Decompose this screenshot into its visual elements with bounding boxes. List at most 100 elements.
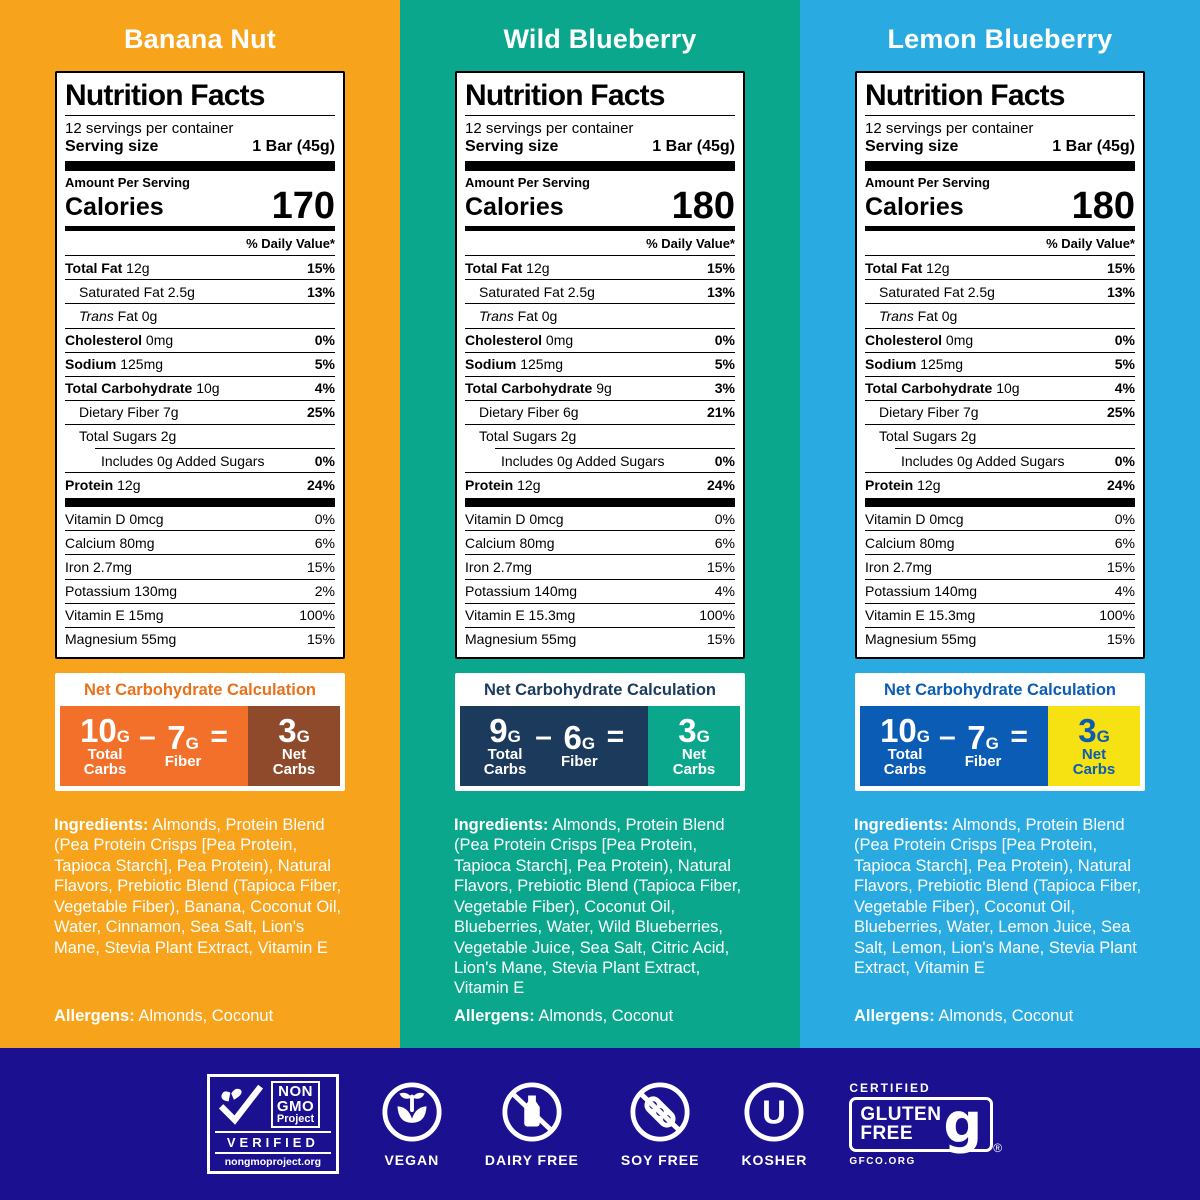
kosher-cert: U KOSHER xyxy=(741,1081,807,1168)
nutrient-row: Total Sugars 2g xyxy=(865,423,1135,448)
nongmo-url: nongmoproject.org xyxy=(214,1152,331,1168)
divider-thick2 xyxy=(465,498,735,507)
flavor-title: Wild Blueberry xyxy=(503,24,697,54)
vitamin-rows: Vitamin D 0mcg 0% Calcium 80mg 6% Iron 2.7mg… xyxy=(465,506,735,651)
allergens: Allergens: Almonds, Coconut xyxy=(854,1007,1146,1026)
vitamin-row: Vitamin D 0mcg 0% xyxy=(465,506,735,530)
nutrient-row: Trans Fat 0g xyxy=(865,303,1135,327)
nutrient-row: Includes 0g Added Sugars 0% xyxy=(895,448,1135,472)
vitamin-row: Calcium 80mg 6% xyxy=(65,530,335,554)
nutrition-facts-label: Nutrition Facts 12 servings per containe… xyxy=(855,71,1145,659)
ingredients-text: Almonds, Protein Blend (Pea Protein Cris… xyxy=(854,815,1142,977)
vitamin-row: Potassium 130mg 2% xyxy=(65,578,335,603)
vitamin-row: Vitamin E 15.3mg 100% xyxy=(865,602,1135,627)
nutrient-row: Dietary Fiber 6g 21% xyxy=(465,399,735,424)
minus-sign: – xyxy=(535,719,552,753)
nutrient-row: Sodium 125mg 5% xyxy=(865,351,1135,376)
vitamin-row: Iron 2.7mg 15% xyxy=(65,554,335,578)
nutrient-row: Total Sugars 2g xyxy=(65,423,335,448)
serving-size-value: 1 Bar (45g) xyxy=(1052,138,1135,155)
daily-value-header: % Daily Value* xyxy=(646,236,735,252)
certified-text: CERTIFIED xyxy=(849,1081,931,1096)
nutrient-row: Protein 12g 24% xyxy=(465,472,735,496)
amount-per-serving: Amount Per Serving xyxy=(465,175,590,190)
serving-size-value: 1 Bar (45g) xyxy=(252,138,335,155)
vitamin-rows: Vitamin D 0mcg 0% Calcium 80mg 6% Iron 2.7mg… xyxy=(65,506,335,651)
ingredients: Ingredients: Almonds, Protein Blend (Pea… xyxy=(454,815,746,999)
nutrient-row: Protein 12g 24% xyxy=(865,472,1135,496)
dairy-free-label: DAIRY FREE xyxy=(484,1151,579,1168)
equals-sign: = xyxy=(606,719,625,753)
vitamin-row: Magnesium 55mg 15% xyxy=(65,626,335,651)
net-carbs-result: 3G Net Carbs xyxy=(1048,705,1140,786)
nutrient-row: Dietary Fiber 7g 25% xyxy=(65,399,335,424)
divider-thick xyxy=(465,161,735,171)
calories-label: Calories xyxy=(65,193,164,222)
kosher-u-icon: U xyxy=(744,1081,804,1142)
vitamin-row: Magnesium 55mg 15% xyxy=(465,626,735,651)
serving-size-label: Serving size xyxy=(865,138,959,155)
nutrient-row: Cholesterol 0mg 0% xyxy=(865,327,1135,352)
ingredients-label: Ingredients: xyxy=(854,815,949,834)
vegan-icon xyxy=(382,1081,442,1142)
nutrient-row: Protein 12g 24% xyxy=(65,472,335,496)
daily-value-header: % Daily Value* xyxy=(246,236,335,252)
net-carb-module: Net Carbohydrate Calculation 9G Total Ca… xyxy=(455,672,745,791)
allergens: Allergens: Almonds, Coconut xyxy=(54,1007,346,1026)
vitamin-row: Vitamin D 0mcg 0% xyxy=(865,506,1135,530)
vitamin-row: Vitamin E 15.3mg 100% xyxy=(465,602,735,627)
serving-size-label: Serving size xyxy=(465,138,559,155)
ingredients-label: Ingredients: xyxy=(454,815,549,834)
nutrient-row: Includes 0g Added Sugars 0% xyxy=(495,448,735,472)
nutrient-row: Total Carbohydrate 10g 4% xyxy=(865,375,1135,400)
ingredients-text: Almonds, Protein Blend (Pea Protein Cris… xyxy=(54,815,342,957)
nutrition-facts-heading: Nutrition Facts xyxy=(865,79,1135,116)
net-carb-equation: 10G Total Carbs – 7G Fiber = 3G Net Carb… xyxy=(60,705,340,786)
ingredients-label: Ingredients: xyxy=(54,815,149,834)
daily-value-header: % Daily Value* xyxy=(1046,236,1135,252)
equals-sign: = xyxy=(210,719,228,753)
calories-row: Calories 180 xyxy=(465,187,735,226)
vitamin-rows: Vitamin D 0mcg 0% Calcium 80mg 6% Iron 2.7mg… xyxy=(865,506,1135,651)
servings-per-container: 12 servings per container xyxy=(65,120,234,137)
verified-text: VERIFIED xyxy=(214,1131,331,1152)
panel-banana-nut: Banana Nut Nutrition Facts 12 servings p… xyxy=(0,0,400,1048)
nutrient-row: Total Fat 12g 15% xyxy=(865,255,1135,279)
equals-sign: = xyxy=(1010,719,1028,753)
amount-per-serving: Amount Per Serving xyxy=(865,175,990,190)
nutrient-row: Trans Fat 0g xyxy=(465,303,735,327)
nutrient-rows: Total Fat 12g 15% Saturated Fat 2.5g 13% Tra… xyxy=(865,255,1135,496)
net-carb-equation: 9G Total Carbs – 6G Fiber = 3G Net Carbs xyxy=(460,705,740,786)
vitamin-row: Iron 2.7mg 15% xyxy=(465,554,735,578)
nutrient-row: Total Fat 12g 15% xyxy=(65,255,335,279)
ingredients-text: Almonds, Protein Blend (Pea Protein Cris… xyxy=(454,815,742,998)
registered-mark: ® xyxy=(993,1140,1003,1155)
kosher-label: KOSHER xyxy=(741,1151,808,1168)
calories-row: Calories 170 xyxy=(65,185,335,227)
calories-value: 170 xyxy=(271,185,335,227)
gluten-free-box: GLUTEN FREE g ® xyxy=(849,1097,1002,1155)
divider-medium xyxy=(465,226,735,232)
fiber-term: 6G Fiber xyxy=(560,719,598,771)
vitamin-row: Potassium 140mg 4% xyxy=(865,578,1135,603)
non-gmo-verified-badge: NON GMO Project VERIFIED nongmoproject.o… xyxy=(206,1074,339,1174)
serving-size-row: Serving size 1 Bar (45g) xyxy=(465,137,735,161)
svg-text:U: U xyxy=(763,1093,787,1130)
total-carbs-term: 10G Total Carbs xyxy=(880,711,931,779)
total-carbs-term: 10G Total Carbs xyxy=(80,711,131,779)
divider-thick2 xyxy=(865,498,1135,507)
net-carbs-result: 3G Net Carbs xyxy=(248,705,340,786)
nutrient-row: Saturated Fat 2.5g 13% xyxy=(465,279,735,303)
vitamin-row: Vitamin E 15mg 100% xyxy=(65,602,335,627)
panel-wild-blueberry: Wild Blueberry Nutrition Facts 12 servin… xyxy=(400,0,800,1048)
serving-size-value: 1 Bar (45g) xyxy=(652,138,735,155)
net-carb-header: Net Carbohydrate Calculation xyxy=(84,680,316,699)
nutrient-row: Saturated Fat 2.5g 13% xyxy=(865,279,1135,303)
nutrient-row: Sodium 125mg 5% xyxy=(65,351,335,376)
dairy-free-cert: DAIRY FREE xyxy=(485,1081,579,1168)
nutrient-row: Includes 0g Added Sugars 0% xyxy=(95,448,335,472)
minus-sign: – xyxy=(939,719,956,753)
fiber-term: 7G Fiber xyxy=(164,719,202,771)
allergens-text: Almonds, Coconut xyxy=(938,1007,1074,1025)
